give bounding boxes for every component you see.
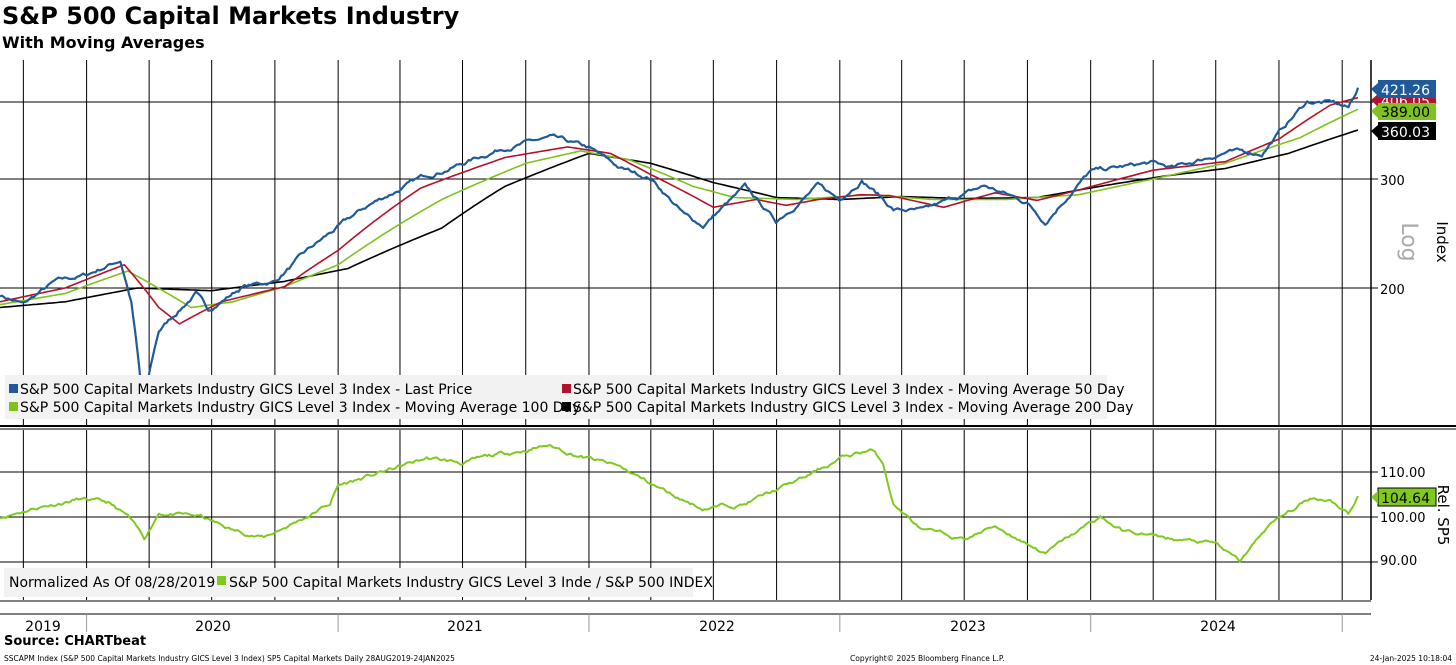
- x-tick-label-2021: 2021: [447, 619, 483, 635]
- legend-swatch-relative: [217, 576, 226, 585]
- rel-tick-label-110: 110.00: [1380, 466, 1426, 481]
- panel-frame: [0, 60, 1456, 632]
- y-axis-title-index: Index: [1433, 221, 1451, 262]
- legend-swatch-ma100: [9, 402, 18, 411]
- svg-text:104.64: 104.64: [1381, 491, 1430, 507]
- y-axis-scale-log: Log: [1396, 222, 1421, 261]
- relative-legend: Normalized As Of 08/28/2019 S&P 500 Capi…: [4, 568, 713, 597]
- series-line-last-price: [0, 87, 1360, 408]
- series-line-relative: [0, 444, 1359, 563]
- x-tick-label-2020: 2020: [195, 619, 231, 635]
- x-tick-label-2019: 2019: [25, 619, 61, 635]
- series-line-ma200: [0, 129, 1359, 309]
- last-value-flag-last-price: 421.26: [1371, 80, 1436, 99]
- last-value-flag-ma100: 389.00: [1371, 103, 1436, 121]
- svg-text:421.26: 421.26: [1381, 83, 1430, 99]
- x-tick-label-2024: 2024: [1200, 619, 1236, 635]
- legend-swatch-ma50: [562, 384, 571, 393]
- price-legend: S&P 500 Capital Markets Industry GICS Le…: [5, 375, 1133, 419]
- relative-legend-background: [4, 568, 693, 597]
- x-tick-label-2022: 2022: [699, 619, 735, 635]
- y-axis-title-rel: Rel. SP5: [1434, 485, 1452, 546]
- normalized-label: Normalized As Of 08/28/2019: [9, 575, 215, 591]
- last-value-flag-relative: 104.64: [1371, 487, 1437, 507]
- series-line-ma50: [0, 96, 1359, 325]
- chart-title: S&P 500 Capital Markets Industry: [2, 2, 460, 30]
- legend-label-ma50: S&P 500 Capital Markets Industry GICS Le…: [573, 382, 1125, 398]
- last-value-flag-ma200: 360.03: [1371, 122, 1436, 141]
- legend-label-last-price: S&P 500 Capital Markets Industry GICS Le…: [20, 382, 472, 398]
- relative-panel-series: [0, 444, 1359, 563]
- price-panel-series: [0, 87, 1360, 408]
- footer-copyright: Copyright© 2025 Bloomberg Finance L.P.: [850, 654, 1005, 663]
- source-label: Source: CHARTbeat: [4, 634, 147, 649]
- rel-tick-label-90: 90.00: [1380, 554, 1417, 569]
- y-tick-label-200: 200: [1380, 283, 1405, 298]
- svg-text:389.00: 389.00: [1381, 105, 1430, 121]
- footer-description: SSCAPM Index (S&P 500 Capital Markets In…: [4, 654, 455, 663]
- chart-subtitle: With Moving Averages: [2, 33, 205, 52]
- rel-tick-label-100: 100.00: [1380, 511, 1426, 526]
- series-line-ma100: [0, 108, 1359, 309]
- legend-label-ma200: S&P 500 Capital Markets Industry GICS Le…: [573, 400, 1133, 416]
- legend-label-ma100: S&P 500 Capital Markets Industry GICS Le…: [20, 400, 580, 416]
- legend-background: [5, 375, 1107, 419]
- x-tick-label-2023: 2023: [950, 619, 986, 635]
- footer-timestamp: 24-Jan-2025 10:18:04: [1369, 654, 1452, 663]
- legend-swatch-last-price: [9, 384, 18, 393]
- svg-text:360.03: 360.03: [1381, 125, 1430, 141]
- legend-swatch-ma200: [562, 402, 571, 411]
- legend-label-relative: S&P 500 Capital Markets Industry GICS Le…: [229, 575, 713, 591]
- y-tick-label-300: 300: [1380, 174, 1405, 189]
